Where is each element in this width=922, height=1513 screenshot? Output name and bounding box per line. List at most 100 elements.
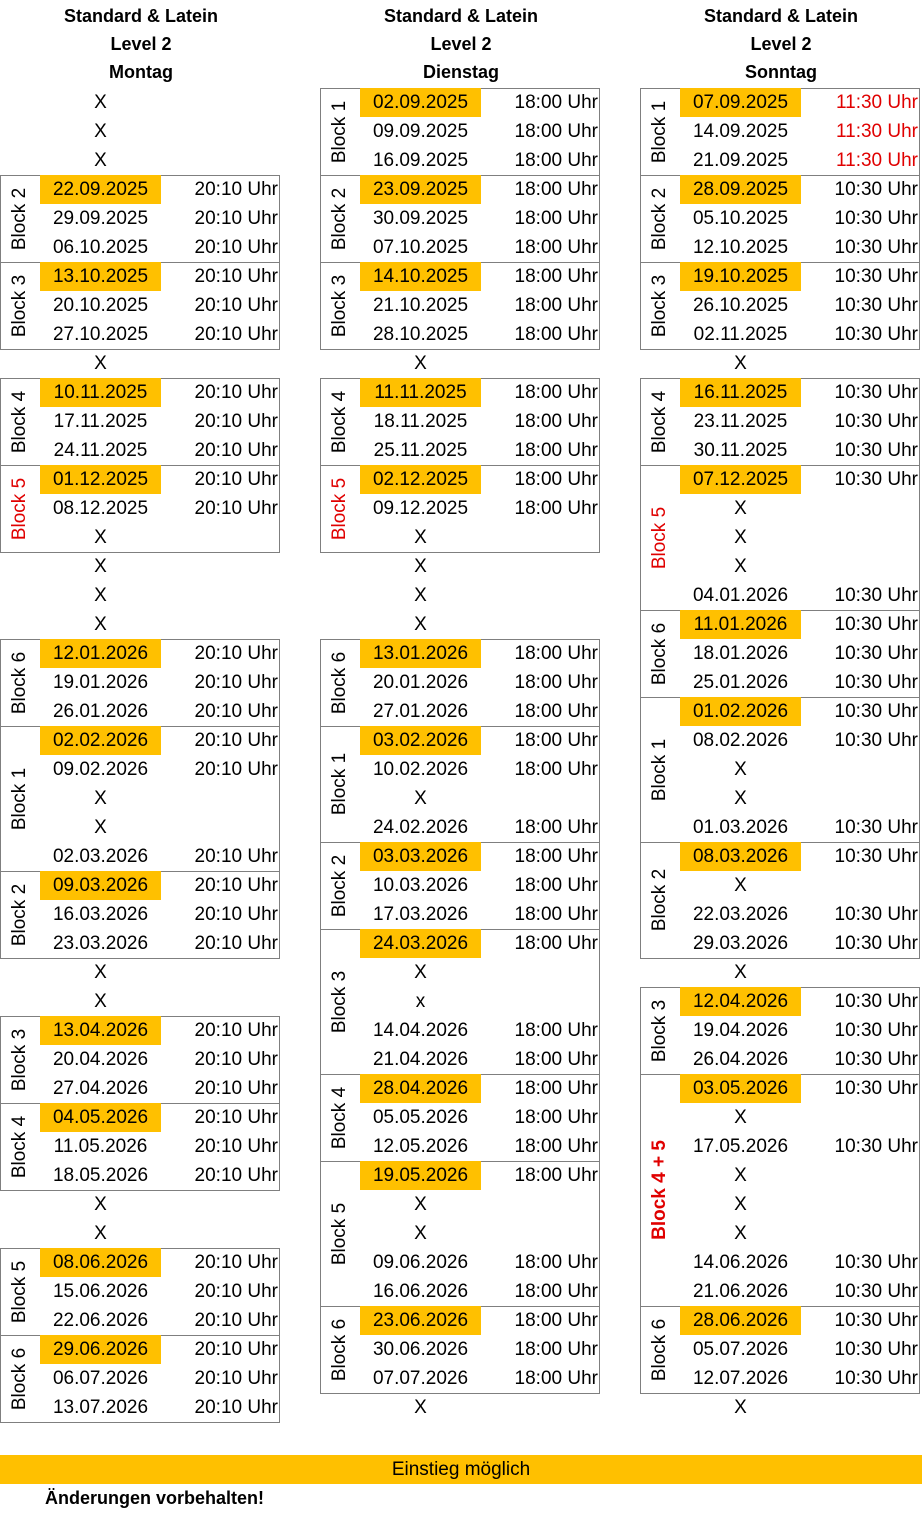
- schedule-row: 08.02.2026 10:30 Uhr: [640, 726, 920, 755]
- time-cell: 20:10 Uhr: [194, 1107, 278, 1128]
- time-cell: 10:30 Uhr: [834, 1252, 918, 1273]
- schedule-row: 19.05.2026 18:00 Uhr: [320, 1161, 600, 1190]
- date-cell: 22.03.2026: [692, 904, 789, 925]
- column-header-day: Montag: [109, 62, 173, 82]
- time-cell: 18:00 Uhr: [514, 1136, 598, 1157]
- date-cell: 16.03.2026: [52, 904, 149, 925]
- no-class-marker: X: [414, 788, 427, 809]
- schedule-row: 21.09.2025 11:30 Uhr: [640, 146, 920, 175]
- time-cell: 20:10 Uhr: [194, 875, 278, 896]
- schedule-row: 01.02.2026 10:30 Uhr: [640, 697, 920, 726]
- schedule-row: 12.05.2026 18:00 Uhr: [320, 1132, 600, 1161]
- no-class-marker: X: [94, 150, 107, 171]
- schedule-row: X: [640, 871, 920, 900]
- no-class-marker: X: [734, 556, 747, 577]
- time-cell: 20:10 Uhr: [194, 1165, 278, 1186]
- schedule-row: X: [320, 784, 600, 813]
- date-cell-entry-possible: 29.06.2026: [40, 1335, 161, 1364]
- no-class-marker: X: [94, 1223, 107, 1244]
- schedule-row: 16.09.2025 18:00 Uhr: [320, 146, 600, 175]
- time-cell: 20:10 Uhr: [194, 179, 278, 200]
- time-cell: 10:30 Uhr: [834, 904, 918, 925]
- schedule-row: 16.11.2025 10:30 Uhr: [640, 378, 920, 407]
- time-cell: 20:10 Uhr: [194, 904, 278, 925]
- time-cell: 20:10 Uhr: [194, 440, 278, 461]
- schedule-row: 11.11.2025 18:00 Uhr: [320, 378, 600, 407]
- date-cell: 19.01.2026: [52, 672, 149, 693]
- date-cell: 30.11.2025: [693, 440, 788, 461]
- time-cell: 10:30 Uhr: [834, 991, 918, 1012]
- date-cell-entry-possible: 28.09.2025: [680, 175, 801, 204]
- time-cell: 18:00 Uhr: [514, 904, 598, 925]
- schedule-row: 08.03.2026 10:30 Uhr: [640, 842, 920, 871]
- schedule-row: 28.10.2025 18:00 Uhr: [320, 320, 600, 349]
- column-header-title: Standard & Latein: [383, 6, 539, 26]
- date-cell-entry-possible: 13.01.2026: [360, 639, 481, 668]
- date-cell-entry-possible: 12.01.2026: [40, 639, 161, 668]
- date-cell-entry-possible: 08.06.2026: [40, 1248, 161, 1277]
- date-cell: 12.07.2026: [692, 1368, 789, 1389]
- schedule-row: 08.12.2025 20:10 Uhr: [0, 494, 280, 523]
- time-cell: 20:10 Uhr: [194, 759, 278, 780]
- schedule-row: X: [640, 494, 920, 523]
- schedule-row: 10.11.2025 20:10 Uhr: [0, 378, 280, 407]
- time-cell: 18:00 Uhr: [514, 411, 598, 432]
- no-class-marker: X: [414, 1223, 427, 1244]
- time-cell: 18:00 Uhr: [514, 933, 598, 954]
- schedule-row: 18.05.2026 20:10 Uhr: [0, 1161, 280, 1190]
- time-cell: 18:00 Uhr: [514, 440, 598, 461]
- date-cell: 15.06.2026: [52, 1281, 149, 1302]
- time-cell: 20:10 Uhr: [194, 1310, 278, 1331]
- time-cell: 20:10 Uhr: [194, 1020, 278, 1041]
- no-class-marker: X: [94, 556, 107, 577]
- no-class-marker: X: [734, 1397, 747, 1418]
- date-cell: 24.02.2026: [372, 817, 469, 838]
- schedule-row: 07.12.2025 10:30 Uhr: [640, 465, 920, 494]
- schedule-row: 30.09.2025 18:00 Uhr: [320, 204, 600, 233]
- schedule-row: 19.04.2026 10:30 Uhr: [640, 1016, 920, 1045]
- no-class-marker: X: [94, 585, 107, 606]
- date-cell: 16.09.2025: [372, 150, 469, 171]
- time-cell: 10:30 Uhr: [834, 672, 918, 693]
- no-class-marker: X: [414, 1397, 427, 1418]
- time-cell: 10:30 Uhr: [834, 266, 918, 287]
- schedule-row: X: [640, 1190, 920, 1219]
- schedule-row: 16.03.2026 20:10 Uhr: [0, 900, 280, 929]
- schedule-row: 02.12.2025 18:00 Uhr: [320, 465, 600, 494]
- date-cell-entry-possible: 19.10.2025: [680, 262, 801, 291]
- time-cell: 10:30 Uhr: [834, 237, 918, 258]
- time-cell: 20:10 Uhr: [194, 266, 278, 287]
- schedule-row: 09.03.2026 20:10 Uhr: [0, 871, 280, 900]
- no-class-marker: X: [94, 614, 107, 635]
- date-cell: 07.07.2026: [372, 1368, 469, 1389]
- time-cell: 20:10 Uhr: [194, 846, 278, 867]
- date-cell: 12.10.2025: [692, 237, 789, 258]
- schedule-row: X: [0, 813, 280, 842]
- date-cell: 17.05.2026: [692, 1136, 789, 1157]
- schedule-row: 28.06.2026 10:30 Uhr: [640, 1306, 920, 1335]
- schedule-row: 26.10.2025 10:30 Uhr: [640, 291, 920, 320]
- date-cell: 13.07.2026: [52, 1397, 149, 1418]
- schedule-row: X: [640, 1161, 920, 1190]
- schedule-row: 14.10.2025 18:00 Uhr: [320, 262, 600, 291]
- time-cell: 10:30 Uhr: [834, 1368, 918, 1389]
- schedule-row: 11.05.2026 20:10 Uhr: [0, 1132, 280, 1161]
- schedule-row: 12.04.2026 10:30 Uhr: [640, 987, 920, 1016]
- time-cell: 20:10 Uhr: [194, 237, 278, 258]
- no-class-marker: X: [414, 962, 427, 983]
- schedule-row: X: [320, 1393, 600, 1422]
- schedule-row: 27.04.2026 20:10 Uhr: [0, 1074, 280, 1103]
- date-cell-entry-possible: 02.12.2025: [360, 465, 481, 494]
- date-cell: 10.02.2026: [372, 759, 469, 780]
- date-cell: 27.10.2025: [52, 324, 149, 345]
- date-cell: 06.10.2025: [52, 237, 149, 258]
- column-header-day: Dienstag: [422, 62, 500, 82]
- schedule-row: X: [640, 784, 920, 813]
- schedule-row: X: [320, 610, 600, 639]
- time-cell: 10:30 Uhr: [834, 324, 918, 345]
- time-cell: 10:30 Uhr: [834, 1310, 918, 1331]
- no-class-marker: X: [734, 498, 747, 519]
- schedule-row: 07.10.2025 18:00 Uhr: [320, 233, 600, 262]
- date-cell: 20.01.2026: [372, 672, 469, 693]
- no-class-marker: X: [94, 1194, 107, 1215]
